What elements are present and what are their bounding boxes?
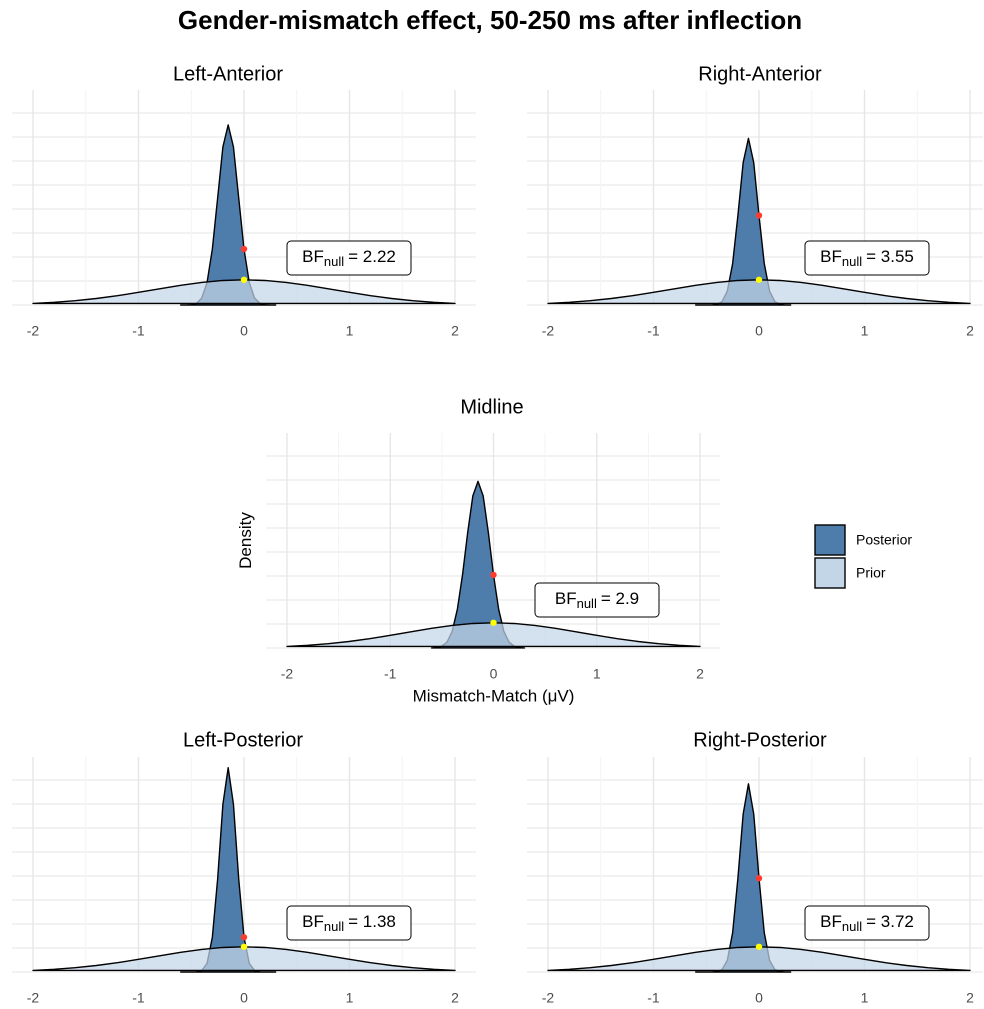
- x-tick-label: -2: [542, 990, 555, 1006]
- x-tick-label: 2: [966, 323, 974, 339]
- annotation-text: BFnull = 3.55: [820, 247, 914, 269]
- x-tick-label: 1: [346, 323, 354, 339]
- point: [755, 276, 763, 283]
- legend-swatch: [814, 524, 846, 556]
- density-area: [286, 622, 701, 648]
- x-tick-label: 0: [755, 323, 763, 339]
- density-area: [547, 946, 971, 972]
- point: [755, 875, 763, 882]
- annotation-value: = 3.55: [866, 247, 914, 266]
- annotation-box: [804, 240, 930, 276]
- annotation-subscript: null: [842, 254, 862, 269]
- annotation: BFnull = 1.38: [286, 905, 412, 941]
- annotation-box: [804, 905, 930, 941]
- x-tick-label: -1: [132, 990, 145, 1006]
- density-area: [32, 279, 456, 305]
- x-tick-label: 2: [696, 666, 704, 682]
- annotation-subscript: null: [324, 919, 344, 934]
- point: [755, 212, 763, 219]
- x-tick-label: 0: [755, 990, 763, 1006]
- point: [240, 943, 248, 950]
- panel-title: Right-Anterior: [698, 63, 822, 85]
- point: [240, 934, 248, 941]
- x-tick-label: 2: [451, 990, 459, 1006]
- density-area: [32, 946, 456, 972]
- x-tick-label: -1: [647, 990, 660, 1006]
- annotation-box: [286, 905, 412, 941]
- annotation-subscript: null: [577, 596, 597, 611]
- legend-swatch: [814, 557, 846, 589]
- annotation-main: BF: [302, 247, 324, 266]
- x-tick-label: 2: [451, 323, 459, 339]
- annotation-value: = 2.9: [601, 589, 639, 608]
- annotation-main: BF: [820, 247, 842, 266]
- panel-title: Left-Posterior: [183, 729, 303, 751]
- density-area: [695, 783, 792, 973]
- density-area: [180, 124, 277, 306]
- y-axis-label: Density: [236, 512, 255, 569]
- x-tick-label: 1: [861, 323, 869, 339]
- annotation: BFnull = 2.9: [534, 582, 660, 618]
- point: [755, 943, 763, 950]
- annotation-main: BF: [302, 912, 324, 931]
- figure-title: Gender-mismatch effect, 50-250 ms after …: [178, 5, 802, 35]
- density-area: [180, 767, 277, 973]
- annotation-text: BFnull = 1.38: [302, 912, 396, 934]
- annotation-main: BF: [820, 912, 842, 931]
- x-tick-label: 1: [346, 990, 354, 1006]
- point: [490, 619, 497, 626]
- annotation: BFnull = 3.72: [804, 905, 930, 941]
- legend-label: Prior: [856, 565, 886, 581]
- annotation-text: BFnull = 2.22: [302, 247, 396, 269]
- panel-title: Midline: [460, 396, 523, 418]
- x-tick-label: -2: [542, 323, 555, 339]
- x-tick-label: 0: [490, 666, 498, 682]
- panel-title: Left-Anterior: [173, 63, 283, 85]
- annotation-subscript: null: [324, 254, 344, 269]
- annotation-box: [286, 240, 412, 276]
- x-tick-label: 1: [593, 666, 601, 682]
- point: [240, 245, 248, 253]
- panel-title: Right-Posterior: [693, 729, 827, 751]
- annotation-box: [534, 582, 660, 618]
- annotation-main: BF: [555, 589, 577, 608]
- x-tick-label: 1: [861, 990, 869, 1006]
- x-tick-label: -1: [647, 323, 660, 339]
- annotation-value: = 3.72: [866, 912, 914, 931]
- x-tick-label: 2: [966, 990, 974, 1006]
- annotation: BFnull = 2.22: [286, 240, 412, 276]
- x-tick-label: -2: [281, 666, 294, 682]
- x-tick-label: -1: [384, 666, 397, 682]
- x-tick-label: 0: [240, 323, 248, 339]
- x-tick-label: -2: [27, 990, 40, 1006]
- annotation: BFnull = 3.55: [804, 240, 930, 276]
- point: [490, 571, 497, 579]
- annotation-text: BFnull = 2.9: [555, 589, 639, 611]
- point: [240, 276, 248, 283]
- legend-label: Posterior: [856, 532, 912, 548]
- x-axis-label: Mismatch-Match (μV): [413, 686, 575, 705]
- x-tick-label: -2: [27, 323, 40, 339]
- x-tick-label: -1: [132, 323, 145, 339]
- annotation-value: = 1.38: [348, 912, 396, 931]
- annotation-text: BFnull = 3.72: [820, 912, 914, 934]
- x-tick-label: 0: [240, 990, 248, 1006]
- annotation-value: = 2.22: [348, 247, 396, 266]
- density-area: [547, 279, 971, 305]
- annotation-subscript: null: [842, 919, 862, 934]
